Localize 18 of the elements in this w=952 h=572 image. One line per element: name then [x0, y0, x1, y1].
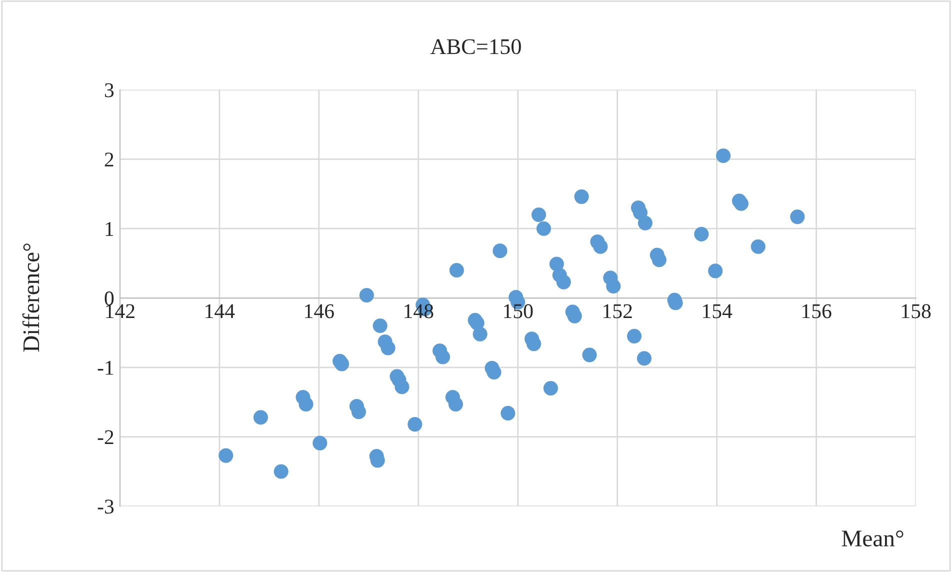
y-axis-title: Difference° — [22, 244, 40, 352]
x-axis-title: Mean° — [842, 530, 904, 546]
x-tick-label: 156 — [802, 304, 832, 318]
y-tick-label: 0 — [104, 291, 114, 306]
y-tick-label: 2 — [104, 152, 114, 166]
y-tick-label: -3 — [98, 500, 114, 514]
x-tick-label: 152 — [604, 304, 632, 318]
chart-title: ABC=150 — [430, 39, 521, 54]
x-tick-label: 158 — [902, 304, 931, 318]
x-tick-label: 150 — [504, 304, 533, 318]
x-tick-label: 154 — [703, 304, 732, 318]
x-tick-label: 144 — [206, 304, 235, 318]
x-tick-label: 142 — [106, 304, 134, 318]
y-tick-label: 1 — [106, 222, 114, 236]
y-tick-label: -2 — [98, 430, 114, 444]
y-tick-label: -1 — [98, 360, 114, 375]
x-tick-label: 146 — [305, 304, 334, 318]
y-tick-label: 3 — [104, 83, 114, 98]
